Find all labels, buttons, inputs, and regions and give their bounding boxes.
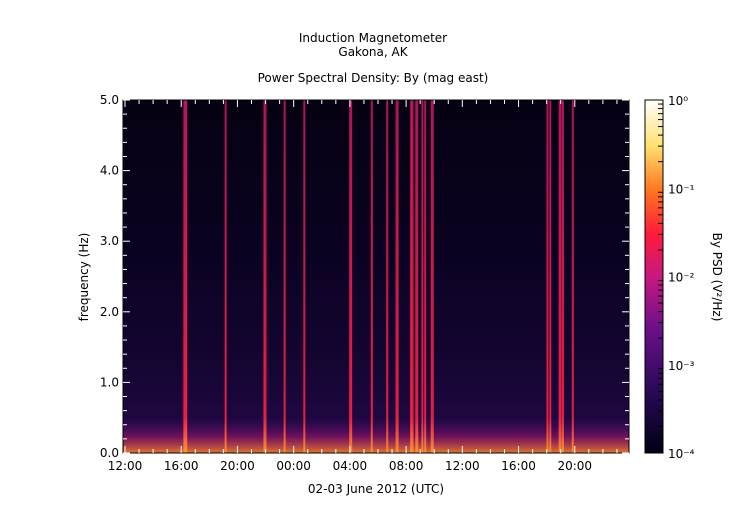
burst-streak	[558, 100, 562, 453]
x-tick-label: 12:00	[445, 459, 480, 473]
burst-streak	[224, 100, 227, 453]
figure-title-line-2: Gakona, AK	[338, 45, 408, 59]
burst-streak	[283, 100, 286, 453]
figure-title-line-1: Induction Magnetometer	[299, 31, 447, 45]
burst-streak	[415, 100, 419, 453]
colorbar-tick-label: 10⁻²	[668, 271, 695, 285]
burst-streak	[571, 100, 574, 453]
x-axis: 12:00 16:00 20:00 00:00 04:00 08:00 12:00 16:00…	[108, 100, 618, 473]
colorbar-tick-label: 10⁰	[668, 94, 688, 108]
y-tick-label: 5.0	[100, 93, 119, 107]
colorbar-tick-label: 10⁻⁴	[668, 447, 695, 461]
burst-streak	[183, 100, 187, 453]
burst-streak	[303, 100, 306, 453]
x-tick-label: 20:00	[557, 459, 592, 473]
low-frequency-floor	[123, 418, 629, 453]
y-tick-label: 3.0	[100, 234, 119, 248]
y-tick-label: 0.0	[100, 446, 119, 460]
plot-frame	[122, 99, 630, 454]
y-axis-label: frequency (Hz)	[77, 233, 91, 322]
colorbar-label: By PSD (V²/Hz)	[710, 233, 724, 322]
burst-streak	[411, 100, 414, 453]
burst-streak	[424, 100, 427, 453]
colorbar-gradient	[644, 99, 664, 454]
x-tick-label: 00:00	[276, 459, 311, 473]
burst-streak	[370, 100, 373, 453]
x-tick-label: 16:00	[164, 459, 199, 473]
burst-layer	[183, 100, 574, 453]
burst-streak	[410, 100, 413, 453]
burst-streak	[386, 100, 389, 453]
x-tick-label: 04:00	[333, 459, 368, 473]
burst-streak	[561, 100, 564, 453]
colorbar-ticks: 10⁻⁴ 10⁻³ 10⁻² 10⁻¹ 10⁰	[658, 94, 695, 461]
burst-streak	[263, 100, 267, 453]
burst-streak	[349, 100, 353, 453]
y-tick-label: 4.0	[100, 164, 119, 178]
chart-subtitle: Power Spectral Density: By (mag east)	[258, 71, 489, 85]
x-axis-label: 02-03 June 2012 (UTC)	[308, 482, 444, 496]
burst-streak	[546, 100, 549, 453]
colorbar: 10⁻⁴ 10⁻³ 10⁻² 10⁻¹ 10⁰ By PSD (V²/Hz)	[644, 94, 724, 461]
burst-streak	[395, 100, 399, 453]
burst-streak	[430, 100, 434, 453]
spectrogram-background	[123, 100, 629, 453]
burst-streak	[549, 100, 552, 453]
colorbar-tick-label: 10⁻³	[668, 359, 695, 373]
x-tick-label: 16:00	[501, 459, 536, 473]
y-tick-label: 2.0	[100, 305, 119, 319]
y-axis: 0.0 1.0 2.0 3.0 4.0 5.0	[100, 93, 629, 460]
burst-streak	[185, 100, 188, 453]
x-tick-label: 08:00	[389, 459, 424, 473]
x-tick-label: 20:00	[220, 459, 255, 473]
plot-area	[122, 99, 630, 454]
burst-streak	[421, 100, 424, 453]
colorbar-tick-label: 10⁻¹	[668, 182, 695, 196]
x-tick-label: 12:00	[108, 459, 143, 473]
y-tick-label: 1.0	[100, 375, 119, 389]
